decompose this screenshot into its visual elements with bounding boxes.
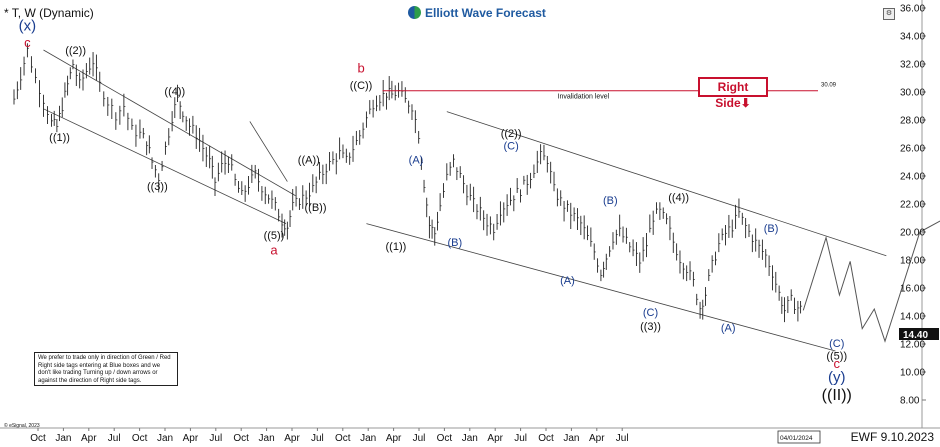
x-tick-label: Jul	[514, 433, 527, 444]
x-tick-label: Apr	[487, 433, 503, 444]
wave-label: ((2))	[65, 45, 86, 57]
x-tick-label: Jul	[413, 433, 426, 444]
channel-line	[43, 49, 296, 196]
x-tick-label: Jul	[311, 433, 324, 444]
price-bars	[13, 43, 803, 323]
channel-lines	[43, 49, 887, 352]
wave-label: (A)	[560, 275, 575, 287]
projection-line	[802, 220, 940, 343]
y-tick-label: 18.00	[900, 256, 925, 267]
x-tick-label: Oct	[437, 433, 453, 444]
y-axis: 36.00 34.00 32.00 30.00 28.00 26.00 24.00 22.00…	[900, 4, 926, 407]
channel-line	[366, 223, 836, 352]
wave-label: ((1))	[386, 241, 407, 253]
y-tick-label: 36.00	[900, 4, 925, 15]
wave-label: (A)	[409, 154, 424, 166]
wave-label: c	[24, 35, 31, 50]
projection-path	[802, 220, 940, 343]
y-tick-label: 34.00	[900, 32, 925, 43]
down-arrow-icon: ⬇	[740, 96, 751, 110]
right-side-label: Right Side	[715, 80, 749, 110]
y-tick-label: 16.00	[900, 284, 925, 295]
channel-line	[43, 108, 287, 224]
wave-label: ((2))	[501, 128, 522, 140]
wave-label: ((4))	[668, 192, 689, 204]
brand: Elliott Wave Forecast	[408, 6, 546, 20]
wave-label: ((II))	[822, 387, 852, 404]
x-tick-label: Apr	[284, 433, 300, 444]
x-tick-label: Jul	[108, 433, 121, 444]
wave-label: ((5))	[264, 230, 285, 242]
x-tick-label: Jan	[157, 433, 173, 444]
y-tick-label: 30.00	[900, 88, 925, 99]
y-tick-label: 26.00	[900, 144, 925, 155]
wave-label: ((4))	[164, 86, 185, 98]
right-side-tag: Right Side⬇	[698, 77, 768, 110]
x-tick-label: Apr	[183, 433, 199, 444]
y-tick-label: 32.00	[900, 60, 925, 71]
wave-label: c	[834, 356, 841, 371]
x-tick-label: Oct	[233, 433, 249, 444]
channel-line	[446, 111, 887, 257]
disclaimer-box: We prefer to trade only in direction of …	[34, 352, 178, 386]
x-tick-label: Oct	[538, 433, 554, 444]
wave-label: ((3))	[147, 181, 168, 193]
x-tick-label: Jan	[259, 433, 275, 444]
wave-labels: (x)c((1))((2))((3))((4))((5))a((A))((B))…	[19, 17, 852, 404]
channel-line	[249, 121, 288, 182]
x-tick-label: Oct	[335, 433, 351, 444]
brand-name: Elliott Wave Forecast	[425, 6, 546, 20]
wave-label: ((C))	[350, 80, 373, 92]
wave-label: (A)	[721, 322, 736, 334]
wave-label: (x)	[19, 17, 37, 34]
x-tick-label: Jan	[360, 433, 376, 444]
x-axis: Oct Jan Apr Jul Oct Jan Apr Jul Oct Jan Apr Jul Oct J…	[30, 428, 629, 444]
wave-label: (y)	[828, 369, 846, 386]
last-price-marker	[899, 328, 939, 340]
y-tick-label: 24.00	[900, 172, 925, 183]
wave-label: (C)	[643, 307, 658, 319]
wave-label: ((3))	[640, 321, 661, 333]
x-tick-label: Jan	[55, 433, 71, 444]
wave-label: ((1))	[49, 132, 70, 144]
y-tick-label: 12.00	[900, 340, 925, 351]
copyright: © eSignal, 2023	[4, 422, 40, 429]
wave-label: ((A))	[298, 154, 320, 166]
y-tick-label: 8.00	[900, 396, 920, 407]
x-tick-label: Oct	[132, 433, 148, 444]
y-tick-label: 14.00	[900, 312, 925, 323]
x-tick-label: Jul	[209, 433, 222, 444]
wave-label: b	[357, 60, 364, 75]
ewf-logo-icon	[408, 6, 421, 19]
x-tick-label: Jul	[616, 433, 629, 444]
y-tick-label: 28.00	[900, 116, 925, 127]
wave-label: (C)	[503, 140, 518, 152]
y-tick-label: 22.00	[900, 200, 925, 211]
wave-label: (B)	[603, 195, 618, 207]
wave-label: (C)	[829, 338, 844, 350]
date-box-label: 04/01/2024	[780, 435, 813, 442]
x-tick-label: Apr	[589, 433, 605, 444]
wave-label: (B)	[764, 223, 779, 235]
y-tick-label: 20.00	[900, 228, 925, 239]
x-tick-label: Apr	[81, 433, 97, 444]
y-tick-label: 10.00	[900, 368, 925, 379]
x-tick-label: Oct	[30, 433, 46, 444]
invalidation-value: 30.09	[821, 83, 837, 89]
settings-icon[interactable]: ⚙	[883, 8, 895, 20]
wave-label: a	[270, 242, 278, 257]
ewf-date-stamp: EWF 9.10.2023	[850, 430, 934, 444]
chart-title: * T, W (Dynamic)	[4, 6, 94, 20]
wave-label: ((B))	[305, 202, 327, 214]
date-box	[777, 430, 821, 444]
wave-label: (B)	[448, 237, 463, 249]
x-tick-label: Jan	[462, 433, 478, 444]
wave-label: ((5))	[826, 350, 847, 362]
x-tick-label: Apr	[386, 433, 402, 444]
last-price-label: 14.40	[903, 330, 928, 341]
x-tick-label: Jan	[563, 433, 579, 444]
invalidation-label: Invalidation level	[558, 94, 610, 101]
